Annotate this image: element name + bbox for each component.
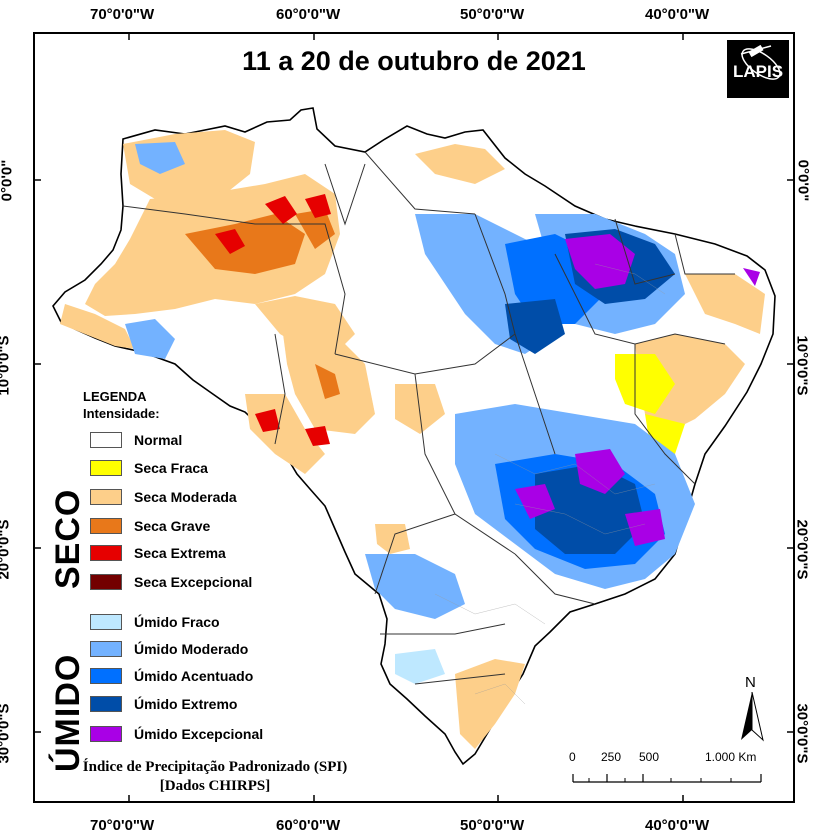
spi-caption: Índice de Precipitação Padronizado (SPI)… [75, 758, 355, 796]
lon-label-bottom-70w: 70°0'0"W [90, 817, 155, 834]
spi-map [35, 34, 793, 801]
state-boundaries [122, 151, 735, 685]
lapis-logo: LAPIS [727, 40, 789, 98]
scale-label-1000: 1.000 Km [705, 750, 757, 764]
lat-label-right-30s: 30°0'0"S [793, 703, 811, 764]
lon-label-bottom-50w: 50°0'0"W [460, 817, 525, 834]
legend-swatch [90, 696, 122, 712]
map-title: 11 a 20 de outubro de 2021 [242, 46, 586, 76]
lat-label-right-0: 0°0'0" [794, 159, 812, 202]
legend-label: Seca Fraca [134, 460, 208, 476]
map-frame: 11 a 20 de outubro de 2021 LAPIS LEGENDA… [33, 32, 795, 803]
lon-label-top-60w: 60°0'0"W [276, 6, 341, 23]
scale-bar: 0 250 500 1.000 Km [565, 750, 785, 794]
legend-label: Seca Grave [134, 518, 211, 534]
legend-heading: LEGENDA Intensidade: [83, 388, 160, 422]
legend-label: Seca Moderada [134, 489, 237, 505]
legend-title: LEGENDA [83, 389, 147, 404]
lat-label-left-20s: 20°0'0"S [0, 519, 13, 580]
legend-label: Úmido Acentuado [134, 668, 254, 684]
lat-label-right-20s: 20°0'0"S [793, 519, 811, 580]
legend-swatch [90, 574, 122, 590]
north-label: N [745, 674, 756, 691]
scale-label-500: 500 [639, 750, 660, 764]
legend-swatch [90, 668, 122, 684]
legend-subtitle: Intensidade: [83, 406, 160, 421]
lat-label-left-0: 0°0'0" [0, 159, 16, 202]
legend-swatch [90, 726, 122, 742]
legend-group-seco: SECO [49, 488, 87, 589]
legend-swatch [90, 545, 122, 561]
legend-label: Úmido Moderado [134, 641, 249, 657]
lat-label-right-10s: 10°0'0"S [793, 335, 811, 396]
municipal-grid [434, 263, 666, 705]
logo-text: LAPIS [733, 62, 784, 81]
dry-patches [60, 130, 765, 749]
legend-label: Úmido Fraco [134, 614, 220, 630]
caption-line-1: Índice de Precipitação Padronizado (SPI) [82, 759, 348, 775]
scale-label-0: 0 [569, 750, 576, 764]
lat-label-left-30s: 30°0'0"S [0, 703, 13, 764]
legend-label: Seca Extrema [134, 545, 226, 561]
north-arrow: N [735, 674, 769, 744]
lon-label-top-70w: 70°0'0"W [90, 6, 155, 23]
graticule-ticks [35, 34, 793, 801]
lon-label-bottom-60w: 60°0'0"W [276, 817, 341, 834]
legend-label: Úmido Extremo [134, 696, 238, 712]
legend-swatch [90, 518, 122, 534]
legend-group-umido: ÚMIDO [49, 653, 87, 772]
lon-label-top-40w: 40°0'0"W [645, 6, 710, 23]
legend-swatch [90, 614, 122, 630]
legend-label: Úmido Excepcional [134, 726, 264, 742]
legend-swatch [90, 460, 122, 476]
legend-swatch [90, 432, 122, 448]
lon-label-bottom-40w: 40°0'0"W [645, 817, 710, 834]
lon-label-top-50w: 50°0'0"W [460, 6, 525, 23]
lat-label-left-10s: 10°0'0"S [0, 335, 13, 396]
caption-line-2: [Dados CHIRPS] [159, 778, 271, 794]
legend-swatch [90, 489, 122, 505]
scale-label-250: 250 [601, 750, 622, 764]
legend-label: Seca Excepcional [134, 574, 253, 590]
legend-label: Normal [134, 432, 183, 448]
legend-swatch [90, 641, 122, 657]
